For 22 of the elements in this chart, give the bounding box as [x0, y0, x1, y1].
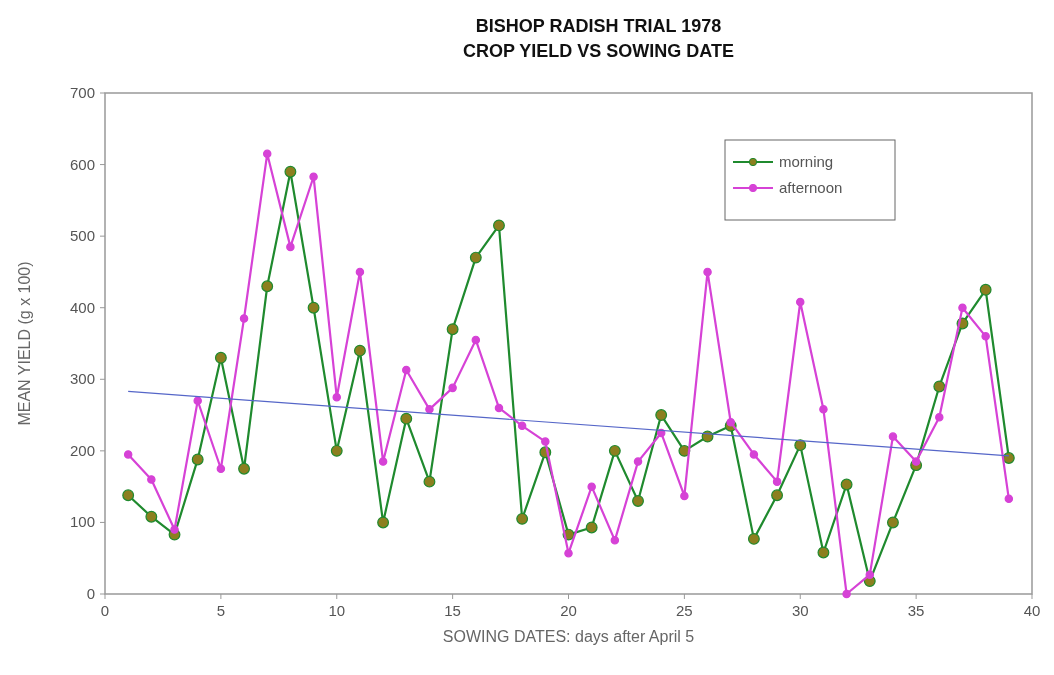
x-tick-label: 25 — [676, 602, 693, 619]
y-tick-label: 600 — [69, 155, 95, 173]
y-tick-label: 200 — [69, 441, 95, 459]
x-tick-label: 35 — [907, 602, 925, 619]
x-tick-label: 30 — [791, 602, 809, 619]
y-tick-label: 500 — [69, 227, 95, 245]
x-tick-label: 5 — [216, 602, 226, 619]
y-tick-label: 400 — [69, 298, 95, 316]
x-tick-label: 0 — [100, 602, 110, 619]
x-tick-label: 15 — [444, 602, 461, 619]
x-axis-title: SOWING DATES: days after April 5 — [442, 628, 695, 645]
y-tick-label: 300 — [69, 370, 95, 388]
chart-title: BISHOP RADISH TRIAL 1978 CROP YIELD VS SOWING DATE — [462, 16, 735, 61]
y-axis-title: MEAN YIELD (g x 100) — [16, 261, 33, 426]
legend-label: afternoon — [779, 179, 843, 196]
x-tick-label: 20 — [560, 602, 577, 619]
x-tick-label: 40 — [1023, 602, 1041, 619]
y-tick-label: 700 — [69, 84, 95, 101]
legend-label: morning — [779, 153, 834, 170]
y-tick-label: 0 — [86, 585, 95, 602]
y-tick-label: 100 — [69, 513, 95, 531]
x-tick-label: 10 — [328, 602, 346, 619]
